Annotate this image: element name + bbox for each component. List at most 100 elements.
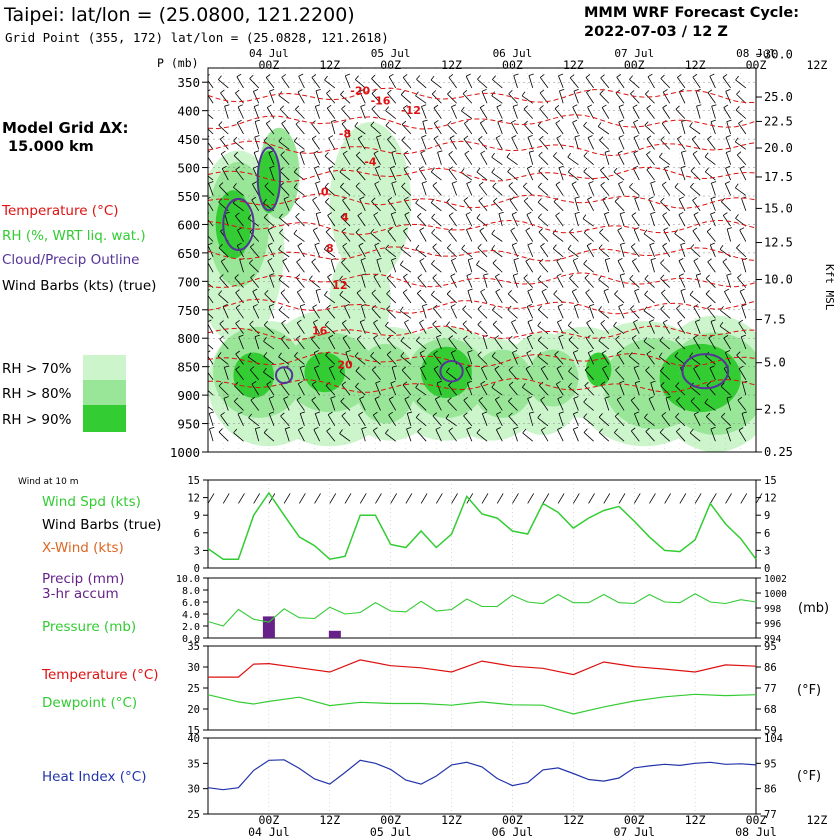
- wind-barb-flag: [583, 428, 588, 433]
- wind-barb: [692, 76, 701, 89]
- pressure-tick-label: 400: [177, 104, 200, 119]
- wind-barb-flag: [402, 381, 408, 386]
- wind-barb-flag: [582, 214, 587, 219]
- surface-wind-barb: [238, 493, 245, 504]
- wind-barb: [325, 201, 336, 212]
- wind-barb-flag: [341, 258, 346, 263]
- wind-barb: [281, 77, 290, 89]
- wind-barb-flag: [662, 181, 667, 186]
- wind-barb: [314, 244, 321, 258]
- isotherm: [208, 325, 756, 341]
- wind-barb: [689, 294, 701, 304]
- wind-barb-flag: [281, 120, 286, 124]
- wind-barb: [690, 386, 701, 396]
- wind-barb: [356, 338, 366, 350]
- wind-barb-flag: [293, 137, 298, 142]
- wind-barb-flag: [224, 365, 230, 368]
- wind-barb-flag: [263, 213, 268, 218]
- legend-pressure: Pressure (mb): [42, 619, 136, 635]
- wind-barb: [385, 248, 396, 258]
- wind-barb: [220, 92, 229, 104]
- wind-barb: [645, 93, 655, 104]
- hour-label-top: 00Z: [624, 58, 645, 72]
- wind-barb: [478, 184, 488, 196]
- wind-barb-flag: [294, 351, 298, 357]
- hour-label-bottom: 00Z: [624, 813, 645, 827]
- wind-barb-flag: [315, 411, 321, 414]
- day-label-bottom: 05 Jul: [370, 825, 412, 839]
- wind-barb: [573, 305, 579, 319]
- wind-barb: [629, 79, 640, 89]
- isotherm: [208, 140, 756, 157]
- legend-dewpoint: Dewpoint (°C): [42, 695, 137, 711]
- wind-barb: [710, 213, 716, 227]
- wind-barb-flag: [726, 396, 732, 399]
- wind-barb-flag: [370, 351, 375, 357]
- wind-barb-flag: [479, 227, 485, 232]
- wind-barb-flag: [629, 182, 633, 188]
- wind-barb-flag: [218, 75, 222, 80]
- wind-barb-flag: [522, 428, 527, 434]
- wind-barb: [568, 371, 579, 381]
- wind-barb-flag: [462, 305, 467, 310]
- wind-barb-flag: [296, 335, 301, 340]
- wind-barb: [339, 371, 351, 381]
- wind-barb-flag: [386, 335, 392, 340]
- wind-barb-flag: [617, 258, 623, 262]
- wind-barb: [478, 400, 488, 411]
- wind-barb: [447, 124, 457, 135]
- wind-barb: [281, 322, 290, 334]
- wind-barb: [299, 152, 305, 165]
- hour-label-top: 12Z: [685, 58, 706, 72]
- wind-barb: [221, 168, 229, 181]
- wind-barb-flag: [556, 365, 562, 369]
- wind-barb: [553, 201, 564, 212]
- wind-barb-flag: [660, 197, 665, 202]
- wind-barb-flag: [526, 211, 532, 215]
- wind-barb-flag: [437, 150, 443, 153]
- wind-barb: [237, 229, 244, 242]
- wind-barb-flag: [692, 74, 698, 78]
- wind-barb: [736, 93, 747, 104]
- wind-barb: [522, 432, 533, 442]
- wind-barb: [295, 277, 305, 288]
- wind-barb: [650, 382, 655, 396]
- wind-barb: [614, 293, 625, 304]
- wind-barb: [555, 184, 564, 196]
- wind-barb-flag: [263, 198, 267, 204]
- wind-barb: [297, 91, 305, 104]
- wind-barb-flag: [341, 412, 346, 417]
- wind-barb-flag: [373, 212, 379, 216]
- wind-barb: [558, 413, 564, 426]
- wind-barb: [553, 155, 564, 166]
- wind-barb: [613, 171, 625, 181]
- wind-barb-flag: [494, 365, 500, 370]
- wind-barb: [251, 199, 260, 212]
- wind-barb-flag: [719, 321, 724, 327]
- wind-barb: [585, 338, 594, 350]
- wind-barb-flag: [224, 104, 230, 107]
- wind-barb-flag: [539, 89, 545, 94]
- wind-barb-flag: [431, 228, 436, 234]
- wind-barb: [537, 325, 549, 334]
- wind-barb: [604, 213, 610, 227]
- wind-barb: [494, 368, 503, 380]
- wind-barb: [538, 170, 549, 181]
- wind-barb-flag: [512, 242, 517, 246]
- wind-barb-flag: [446, 290, 451, 295]
- wind-barb: [584, 277, 594, 288]
- surface-wind-barb: [344, 493, 352, 504]
- wind-barb-flag: [738, 365, 744, 369]
- wind-barb: [492, 309, 503, 319]
- wind-barb-flag: [375, 165, 381, 169]
- wind-barb-flag: [614, 290, 619, 295]
- wind-barb: [236, 122, 244, 135]
- wind-barb-flag: [633, 119, 639, 123]
- wind-barb: [479, 122, 488, 135]
- wind-barb-flag: [660, 305, 665, 310]
- wind-barb: [278, 309, 290, 319]
- wind-barb-flag: [404, 211, 410, 216]
- wind-barb: [312, 322, 320, 334]
- legend-wind-speed: Wind Spd (kts): [42, 494, 141, 510]
